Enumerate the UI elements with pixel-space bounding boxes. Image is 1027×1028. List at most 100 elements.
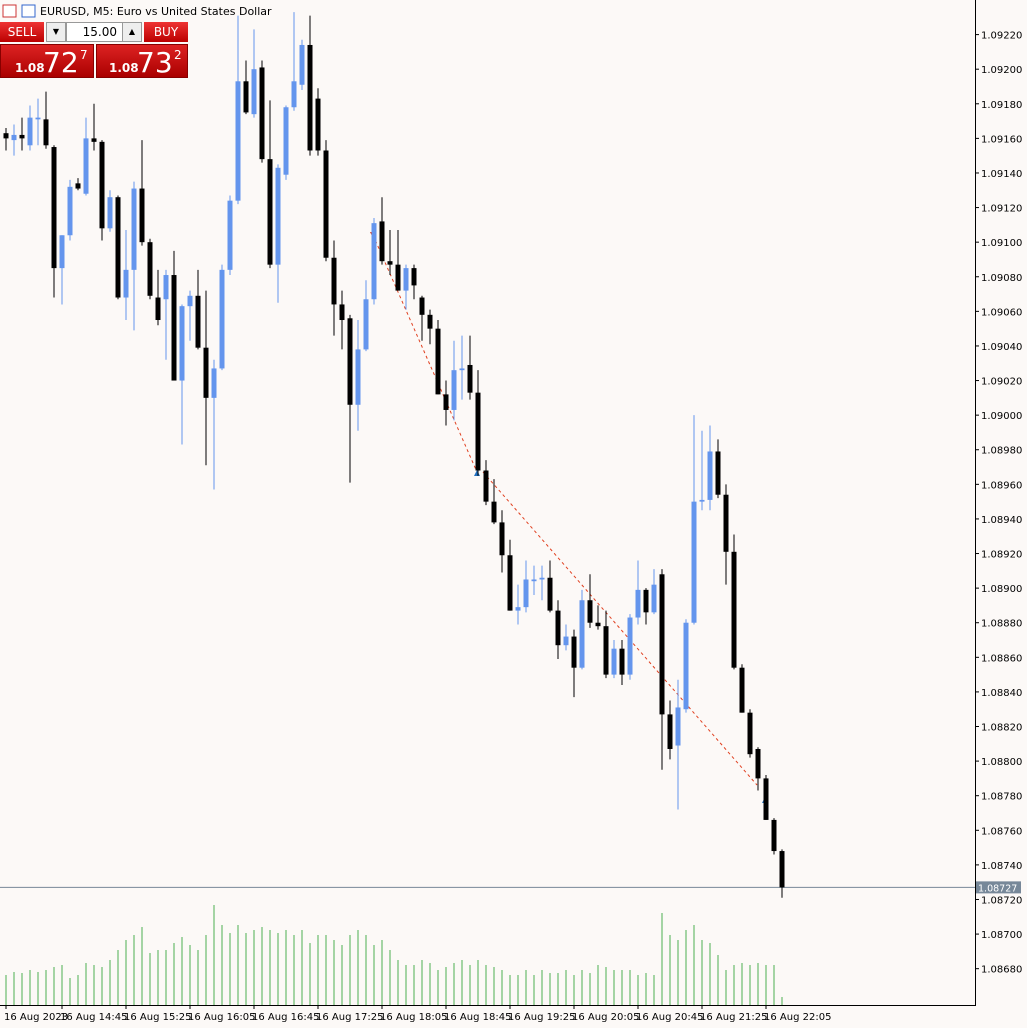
candle-body: [539, 577, 545, 580]
buy-price[interactable]: 1.08 73 2: [96, 44, 188, 79]
buy-button[interactable]: BUY: [144, 22, 188, 42]
x-tick-label: 16 Aug 21:25: [700, 1012, 767, 1023]
candle-body: [179, 306, 185, 381]
candle-body: [715, 451, 721, 495]
price-prefix: 1.08: [15, 61, 45, 75]
x-tick-label: 16 Aug 17:25: [316, 1012, 383, 1023]
candle-body: [515, 607, 521, 611]
candle-body: [731, 551, 737, 668]
x-tick-label: 16 Aug 18:05: [380, 1012, 447, 1023]
header: EURUSD, M5: Euro vs United States Dollar: [2, 4, 272, 18]
y-tick-label: 1.09220: [981, 31, 1022, 42]
sell-button[interactable]: SELL: [0, 22, 44, 42]
x-tick-label: 16 Aug 16:05: [188, 1012, 255, 1023]
x-tick-label: 16 Aug 15:25: [124, 1012, 191, 1023]
candle-body: [523, 579, 529, 608]
candle-body: [211, 368, 217, 398]
candle-body: [291, 81, 297, 108]
y-tick-label: 1.09100: [981, 238, 1022, 249]
candle-body: [467, 364, 473, 393]
y-tick-label: 1.08940: [981, 515, 1022, 526]
y-tick-label: 1.09000: [981, 411, 1022, 422]
candle-body: [147, 242, 153, 296]
y-tick-label: 1.09020: [981, 377, 1022, 388]
candle-body: [507, 555, 513, 611]
candle-body: [347, 318, 353, 405]
candle-body: [99, 141, 105, 229]
x-tick-label: 16 Aug 20:45: [636, 1012, 703, 1023]
candle-body: [747, 712, 753, 755]
x-tick-label: 16 Aug 2023: [4, 1012, 68, 1023]
volume-down[interactable]: ▼: [46, 22, 66, 42]
candle-body: [587, 600, 593, 623]
candle-body: [139, 188, 145, 243]
candle-body: [395, 264, 401, 291]
candle-body: [371, 223, 377, 300]
candle-body: [491, 501, 497, 523]
candle-body: [315, 98, 321, 151]
candle-body: [227, 200, 233, 270]
candle-body: [755, 748, 761, 779]
x-tick-label: 16 Aug 22:05: [764, 1012, 831, 1023]
candle-body: [555, 610, 561, 646]
candle-body: [355, 349, 361, 405]
x-tick-label: 16 Aug 16:45: [252, 1012, 319, 1023]
candle-body: [651, 584, 657, 613]
candle-body: [739, 667, 745, 713]
candle-body: [563, 636, 569, 646]
current-price-label: 1.08727: [978, 883, 1017, 894]
y-tick-label: 1.08800: [981, 757, 1022, 768]
volume-bars: [5, 905, 783, 1005]
candle-body: [427, 314, 433, 329]
x-tick-label: 16 Aug 20:05: [572, 1012, 639, 1023]
candle-body: [155, 297, 161, 321]
candle-body: [579, 600, 585, 668]
candle-body: [307, 44, 313, 151]
candle-body: [59, 235, 65, 269]
candle-body: [203, 347, 209, 398]
candle-body: [67, 186, 73, 236]
y-tick-label: 1.08960: [981, 480, 1022, 491]
candle-body: [779, 851, 785, 888]
candle-body: [259, 67, 265, 160]
candle-body: [403, 268, 409, 291]
y-tick-label: 1.08860: [981, 653, 1022, 664]
x-tick-label: 16 Aug 19:25: [508, 1012, 575, 1023]
candle-body: [387, 261, 393, 265]
candle-body: [531, 579, 537, 582]
candle-body: [3, 133, 9, 139]
candle-body: [35, 117, 41, 120]
candle-body: [699, 499, 705, 502]
candle-body: [251, 69, 257, 115]
volume-up[interactable]: ▲: [122, 22, 142, 42]
icon: [2, 4, 17, 18]
candle-body: [339, 304, 345, 321]
candle-body: [51, 147, 57, 269]
candle-body: [83, 138, 89, 194]
candle-body: [195, 295, 201, 348]
sell-price[interactable]: 1.08 72 7: [0, 44, 94, 79]
candle-body: [187, 295, 193, 307]
candle-body: [763, 778, 769, 820]
candle-body: [571, 636, 577, 668]
candle-body: [667, 714, 673, 749]
candle-body: [75, 183, 81, 189]
candle-body: [771, 819, 777, 852]
candle-body: [619, 648, 625, 675]
y-tick-label: 1.08980: [981, 446, 1022, 457]
candle-body: [363, 299, 369, 350]
candle-body: [443, 394, 449, 410]
price-main: 72: [43, 46, 79, 79]
candle-body: [419, 297, 425, 315]
y-tick-label: 1.08720: [981, 895, 1022, 906]
candle-body: [43, 119, 49, 146]
candle-body: [459, 368, 465, 371]
y-tick-label: 1.09040: [981, 342, 1022, 353]
candle-body: [483, 470, 489, 502]
candle-body: [451, 370, 457, 410]
candle-body: [323, 150, 329, 258]
candle-body: [691, 501, 697, 623]
candle-body: [707, 451, 713, 500]
candle-body: [659, 574, 665, 715]
